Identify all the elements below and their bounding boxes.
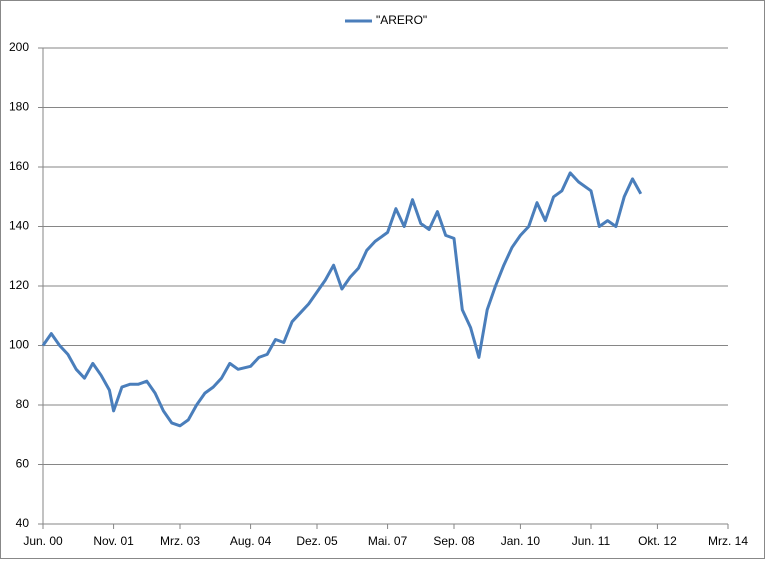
y-tick-label: 120: [9, 278, 29, 292]
x-tick-label: Jun. 00: [23, 534, 63, 548]
x-tick-label: Dez. 05: [296, 534, 338, 548]
x-tick-label: Jun. 11: [572, 534, 611, 548]
line-series: [41, 171, 643, 428]
x-tick-label: Mrz. 14: [708, 534, 748, 548]
y-tick-label: 40: [16, 516, 30, 530]
y-tick-label: 160: [9, 159, 29, 173]
x-tick-label: Mai. 07: [368, 534, 408, 548]
x-tick-label: Jan. 10: [501, 534, 541, 548]
y-tick-label: 100: [9, 338, 29, 352]
y-tick-label: 180: [9, 100, 29, 114]
x-tick-label: Mrz. 03: [160, 534, 200, 548]
y-tick-label: 140: [9, 219, 29, 233]
x-tick-label: Aug. 04: [230, 534, 272, 548]
x-tick-label: Sep. 08: [433, 534, 475, 548]
legend-label: "ARERO": [376, 13, 427, 27]
x-tick-label: Okt. 12: [638, 534, 677, 548]
y-tick-label: 80: [16, 397, 30, 411]
y-tick-label: 200: [9, 40, 29, 54]
y-tick-label: 60: [16, 457, 30, 471]
x-tick-label: Nov. 01: [93, 534, 134, 548]
